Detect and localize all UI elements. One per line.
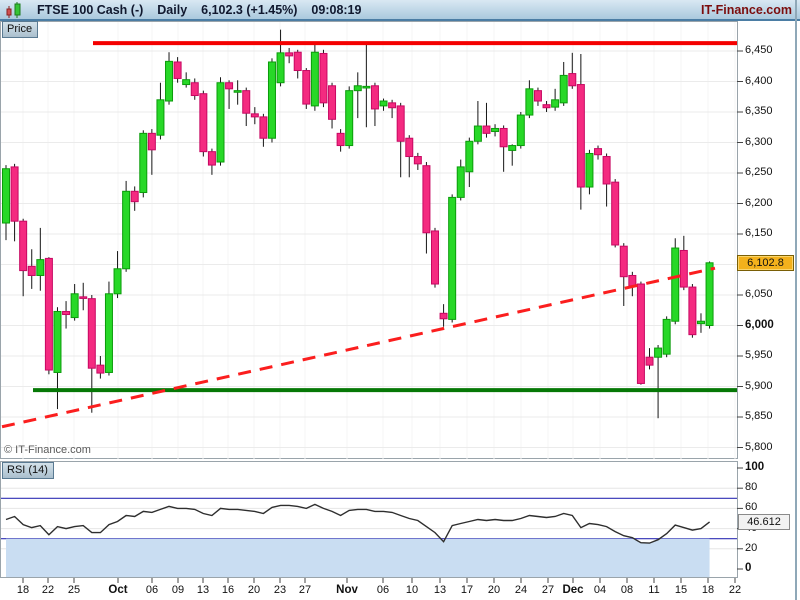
price-axis-tick: 6,050 [745,288,773,300]
time-axis-tick: 04 [593,584,607,596]
time-axis-tick: 06 [376,584,390,596]
watermark: © IT-Finance.com [4,444,91,456]
time-axis-tick: Oct [108,584,128,596]
time-axis-tick: 08 [620,584,634,596]
time-axis-tick: 27 [541,584,555,596]
time-axis-tick: 16 [221,584,235,596]
instrument-name: FTSE 100 Cash (-) [37,2,144,17]
time-axis-tick: Nov [336,584,358,596]
time-axis-tick: 13 [196,584,210,596]
tab-price[interactable]: Price [2,21,39,38]
price-axis-tick: 6,400 [745,74,773,87]
time-axis-tick: 10 [405,584,419,596]
price-axis-tick: 5,900 [745,379,773,392]
last-quote: 6,102.3 (+1.45%) [201,2,298,17]
clock: 09:08:19 [311,2,362,17]
price-axis-tick: 6,000 [745,318,774,331]
price-axis-tick: 5,800 [745,440,773,453]
time-axis-tick: 25 [67,584,81,596]
timeframe-label[interactable]: Daily [157,2,188,17]
price-axis-tick: 6,350 [745,105,773,117]
time-axis-tick: 11 [648,584,660,596]
time-axis-tick: 18 [16,584,30,596]
time-axis-tick: 22 [41,584,55,596]
rsi-axis-tick: 20 [745,541,758,554]
time-axis-tick: 15 [674,584,688,596]
rsi-axis-tick: 80 [745,481,758,494]
price-axis-tick: 5,950 [745,349,773,361]
window-right-border [795,0,797,600]
time-axis-tick: 20 [247,584,261,596]
time-axis-tick: 13 [433,584,447,596]
price-axis-tick: 5,850 [745,410,773,422]
time-axis-tick: 09 [171,584,185,596]
price-axis-tick: 6,250 [745,166,773,178]
time-axis-tick: 22 [728,584,742,596]
time-axis-tick: 20 [487,584,501,596]
brand-link[interactable]: IT-Finance.com [701,2,792,17]
price-axis-tick: 6,300 [745,135,773,148]
price-axis-tick: 6,150 [745,227,773,239]
time-axis-tick: 23 [273,584,287,596]
time-axis-tick: 27 [298,584,312,596]
time-axis-tick: 06 [145,584,159,596]
rsi-axis-tick: 100 [745,461,765,473]
candlestick-icon [6,1,21,18]
time-axis-tick: 18 [701,584,715,596]
rsi-axis-tick: 60 [745,501,758,514]
title-bar: FTSE 100 Cash (-) Daily 6,102.3 (+1.45%)… [0,0,800,21]
price-axis-tick: 6,450 [745,44,773,56]
tab-rsi[interactable]: RSI (14) [2,462,54,479]
time-axis-tick: Dec [562,584,584,596]
time-axis-tick: 24 [514,584,528,596]
price-axis-tick: 6,200 [745,196,773,209]
time-axis-tick: 17 [460,584,474,596]
last-price-badge: 6,102.8 [737,255,794,271]
rsi-axis-tick: 0 [745,562,752,574]
rsi-value-badge: 46.612 [738,514,790,530]
